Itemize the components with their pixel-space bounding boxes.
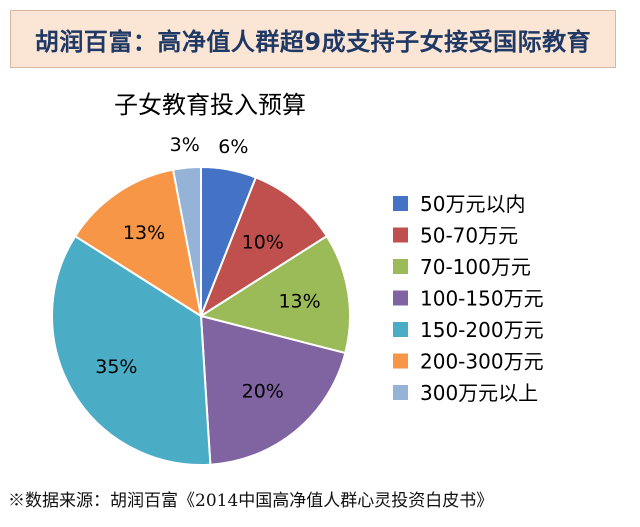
legend-label-1: 50-70万元 [420,224,518,248]
pie-slice-2 [198,234,351,355]
legend: 50万元以内 50-70万元 70-100万元 100-150万元 150-200万元 2… [393,192,544,405]
legend-swatch-0 [393,196,408,211]
legend-swatch-1 [393,227,408,243]
slice-label-0: 6% [218,136,248,158]
pie-slices [51,165,351,466]
legend-label-6: 300万元以上 [420,381,538,405]
pie-slice-4 [51,234,212,466]
legend-swatch-3 [393,290,408,306]
slice-label-4: 35% [95,356,137,378]
slice-labels: 6% 10% 13% 20% 35% 13% 3% [95,134,320,403]
slice-label-3: 20% [242,381,284,403]
legend-swatch-2 [393,259,408,274]
legend-label-4: 150-200万元 [420,318,544,342]
pie-slice-1 [198,176,329,319]
legend-label-5: 200-300万元 [420,350,544,374]
pie-slice-3 [199,314,347,466]
legend-label-2: 70-100万元 [420,255,531,279]
legend-label-0: 50万元以内 [420,192,525,216]
legend-swatch-6 [393,385,408,400]
header-banner: 胡润百富：高净值人群超9成支持子女接受国际教育 [10,10,616,68]
slice-label-5: 13% [123,222,165,244]
source-note: ※数据来源：胡润百富《2014中国高净值人群心灵投资白皮书》 [8,491,494,511]
pie-slice-6 [171,165,202,317]
slice-label-2: 13% [278,290,320,312]
chart-title: 子女教育投入预算 [114,91,306,119]
slice-label-1: 10% [242,231,284,253]
legend-label-3: 100-150万元 [420,287,544,311]
slice-label-6: 3% [170,134,200,156]
page-title: 胡润百富：高净值人群超9成支持子女接受国际教育 [34,27,592,56]
legend-swatch-5 [393,353,408,369]
legend-swatch-4 [393,322,408,337]
pie-slice-5 [73,168,203,319]
